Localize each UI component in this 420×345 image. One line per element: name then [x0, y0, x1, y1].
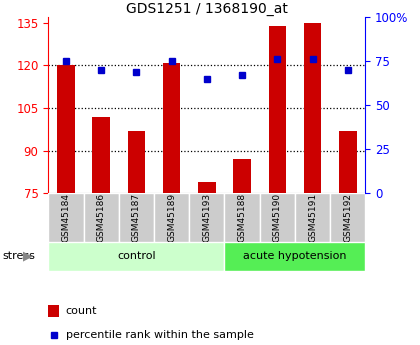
Text: GSM45186: GSM45186 [97, 193, 106, 242]
Bar [304, 23, 321, 193]
Bar [57, 66, 75, 193]
Bar [189, 193, 224, 242]
Bar [92, 117, 110, 193]
Text: GSM45189: GSM45189 [167, 193, 176, 242]
Bar [119, 193, 154, 242]
Bar [295, 193, 330, 242]
Bar [330, 193, 365, 242]
Bar [268, 26, 286, 193]
Text: count: count [66, 306, 97, 316]
Text: GSM45188: GSM45188 [238, 193, 247, 242]
Text: GSM45192: GSM45192 [343, 193, 352, 242]
Bar [48, 305, 59, 317]
Bar [233, 159, 251, 193]
Bar [224, 193, 260, 242]
Text: GSM45193: GSM45193 [202, 193, 211, 242]
Bar [48, 193, 84, 242]
Text: GSM45191: GSM45191 [308, 193, 317, 242]
Text: acute hypotension: acute hypotension [243, 251, 346, 261]
Bar [339, 131, 357, 193]
Bar [260, 193, 295, 242]
Text: ▶: ▶ [23, 250, 32, 263]
Text: GSM45190: GSM45190 [273, 193, 282, 242]
Text: GSM45184: GSM45184 [61, 193, 71, 242]
Title: GDS1251 / 1368190_at: GDS1251 / 1368190_at [126, 2, 288, 16]
Bar [128, 131, 145, 193]
Bar [224, 241, 365, 271]
Bar [84, 193, 119, 242]
Text: control: control [117, 251, 156, 261]
Bar [48, 241, 224, 271]
Bar [154, 193, 189, 242]
Text: GSM45187: GSM45187 [132, 193, 141, 242]
Bar [163, 63, 181, 193]
Text: percentile rank within the sample: percentile rank within the sample [66, 330, 254, 340]
Bar [198, 182, 215, 193]
Text: stress: stress [2, 251, 35, 261]
